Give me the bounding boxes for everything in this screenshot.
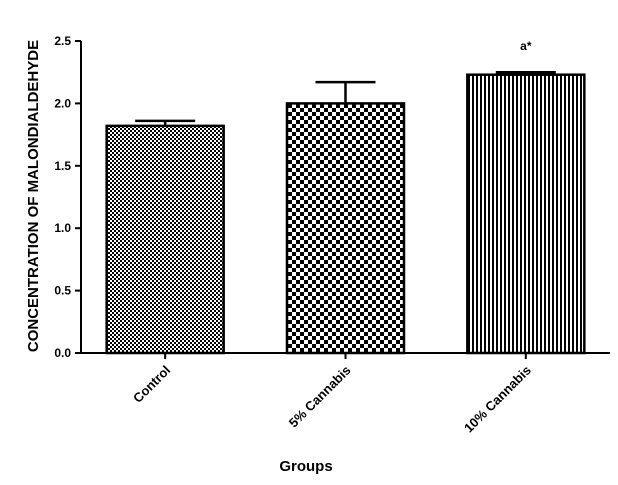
annotations-group: a*: [520, 39, 532, 53]
y-tick-label: 0.0: [54, 346, 71, 360]
y-ticks-group: 0.0 0.5 1.0 1.5 2.0 2.5: [54, 34, 81, 360]
x-tick-label: Control: [130, 363, 173, 406]
x-ticks-group: Control 5% Cannabis 10% Cannabis: [130, 353, 534, 435]
bars-group: [105, 73, 586, 355]
bar: [285, 102, 406, 355]
significance-annotation: a*: [520, 39, 532, 53]
x-tick-label: 5% Cannabis: [286, 363, 354, 431]
y-tick-label: 1.0: [54, 221, 71, 235]
y-tick-label: 1.5: [54, 159, 71, 173]
bar: [466, 73, 586, 355]
y-tick-label: 2.0: [54, 96, 71, 110]
x-axis-title: Groups: [279, 458, 332, 475]
y-axis-title: CONCENTRATION OF MALONDIALDEHYDE: [25, 40, 42, 352]
y-tick-label: 2.5: [54, 34, 71, 48]
y-tick-label: 0.5: [54, 284, 71, 298]
bar: [105, 124, 225, 355]
x-tick-label: 10% Cannabis: [461, 363, 534, 436]
error-bars-group: [135, 70, 556, 126]
